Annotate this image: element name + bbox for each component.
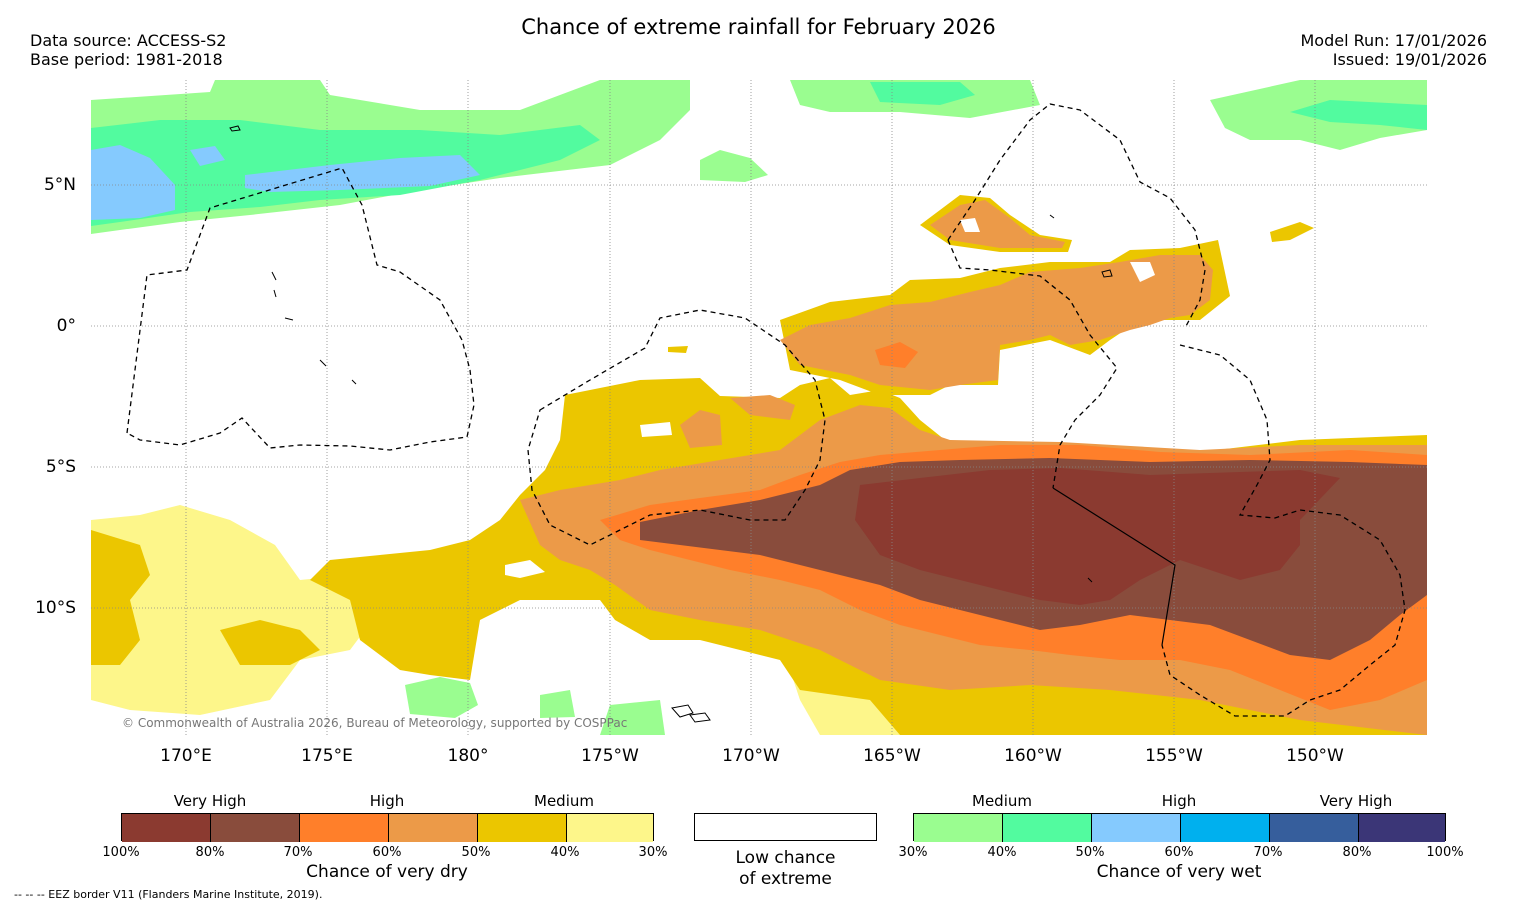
boundary-line bbox=[1052, 487, 1176, 646]
issued-date: Issued: 19/01/2026 bbox=[1332, 50, 1487, 69]
wet-legend-header: Very High bbox=[1319, 792, 1393, 810]
dry-swatch bbox=[122, 814, 211, 842]
data-source: Data source: ACCESS-S2 bbox=[30, 31, 227, 50]
wet-swatch bbox=[914, 814, 1003, 842]
dry-50-60-field bbox=[930, 200, 1065, 248]
dry-40-50-field bbox=[220, 620, 320, 665]
wet-tick: 50% bbox=[1075, 845, 1105, 860]
wet-veryhigh-field bbox=[91, 145, 175, 220]
gap bbox=[960, 218, 980, 232]
wet-legend-header: High bbox=[1161, 792, 1197, 810]
wet-legend-caption: Chance of very wet bbox=[1096, 862, 1262, 882]
dry-50-60-field bbox=[680, 410, 722, 448]
wet-swatch bbox=[1181, 814, 1270, 842]
dry-40-50-field bbox=[91, 530, 150, 665]
lon-label: 150°W bbox=[1286, 746, 1344, 766]
dry-swatch bbox=[211, 814, 300, 842]
wet-tick: 60% bbox=[1164, 845, 1194, 860]
lon-label: 175°W bbox=[581, 746, 639, 766]
wet-veryhigh-field bbox=[245, 155, 480, 192]
dry-legend-header: High bbox=[369, 792, 405, 810]
dry-30-40-field bbox=[91, 505, 400, 715]
dry-swatch bbox=[567, 814, 653, 842]
wet-high-field bbox=[870, 82, 975, 105]
dry-tick: 80% bbox=[195, 845, 225, 860]
dry-veryhigh-field bbox=[855, 468, 1340, 605]
map-title: Chance of extreme rainfall for February … bbox=[521, 15, 996, 39]
wet-high-field bbox=[1290, 100, 1427, 130]
wet-medium-field bbox=[540, 690, 575, 718]
gap bbox=[505, 560, 545, 578]
dry-legend-caption: Chance of very dry bbox=[306, 862, 468, 882]
wet-tick: 40% bbox=[987, 845, 1017, 860]
wet-swatch bbox=[1003, 814, 1092, 842]
dry-swatch bbox=[478, 814, 567, 842]
dry-colorbar bbox=[121, 813, 654, 842]
lon-label: 170°W bbox=[722, 746, 780, 766]
low-chance-swatch bbox=[694, 813, 877, 841]
eez-borders bbox=[126, 103, 1406, 717]
low-chance-caption-line2: of extreme bbox=[739, 869, 832, 889]
copyright-notice: © Commonwealth of Australia 2026, Bureau… bbox=[122, 716, 628, 730]
wet-veryhigh-field bbox=[190, 146, 225, 166]
dry-tick: 100% bbox=[102, 845, 140, 860]
dry-tick: 70% bbox=[283, 845, 313, 860]
islands bbox=[229, 125, 1113, 723]
dry-40-50-field bbox=[1270, 222, 1314, 242]
dry-legend-header: Medium bbox=[534, 792, 594, 810]
dry-tick: 60% bbox=[372, 845, 402, 860]
lon-label: 160°W bbox=[1004, 746, 1062, 766]
wet-swatch bbox=[1270, 814, 1359, 842]
base-period: Base period: 1981-2018 bbox=[30, 50, 223, 69]
lat-label: 5°N bbox=[43, 175, 76, 195]
wet-tick: 30% bbox=[898, 845, 928, 860]
wet-medium-field bbox=[405, 677, 478, 718]
wet-swatch bbox=[1092, 814, 1181, 842]
wet-tick: 100% bbox=[1426, 845, 1464, 860]
model-run: Model Run: 17/01/2026 bbox=[1300, 31, 1488, 50]
eez-footnote: -- -- -- EEZ border V11 (Flanders Marine… bbox=[14, 888, 323, 901]
lon-label: 180° bbox=[447, 746, 489, 766]
lon-label: 170°E bbox=[160, 746, 212, 766]
lon-label: 155°W bbox=[1145, 746, 1203, 766]
wet-tick: 70% bbox=[1253, 845, 1283, 860]
wet-medium-field bbox=[700, 150, 768, 182]
dry-legend-header: Very High bbox=[173, 792, 247, 810]
dry-tick: 30% bbox=[638, 845, 668, 860]
low-chance-caption-line1: Low chance bbox=[735, 848, 836, 868]
gap bbox=[640, 422, 672, 437]
dry-tick: 40% bbox=[550, 845, 580, 860]
lon-label: 165°W bbox=[863, 746, 921, 766]
dry-swatch bbox=[300, 814, 389, 842]
wet-colorbar bbox=[913, 813, 1446, 842]
lat-label: 10°S bbox=[35, 598, 76, 618]
lat-label: 5°S bbox=[45, 457, 76, 477]
map-fields bbox=[91, 80, 1427, 735]
wet-legend-header: Medium bbox=[972, 792, 1032, 810]
dry-60-70-field bbox=[875, 342, 918, 368]
graticule bbox=[91, 80, 1427, 735]
gap bbox=[1130, 262, 1155, 282]
wet-tick: 80% bbox=[1342, 845, 1372, 860]
wet-swatch bbox=[1359, 814, 1445, 842]
dry-40-50-field bbox=[668, 346, 688, 353]
lat-label: 0° bbox=[56, 316, 76, 336]
lon-label: 175°E bbox=[301, 746, 353, 766]
wet-medium-field bbox=[600, 700, 665, 735]
dry-50-60-field bbox=[730, 395, 795, 420]
dry-swatch bbox=[389, 814, 478, 842]
dry-tick: 50% bbox=[461, 845, 491, 860]
